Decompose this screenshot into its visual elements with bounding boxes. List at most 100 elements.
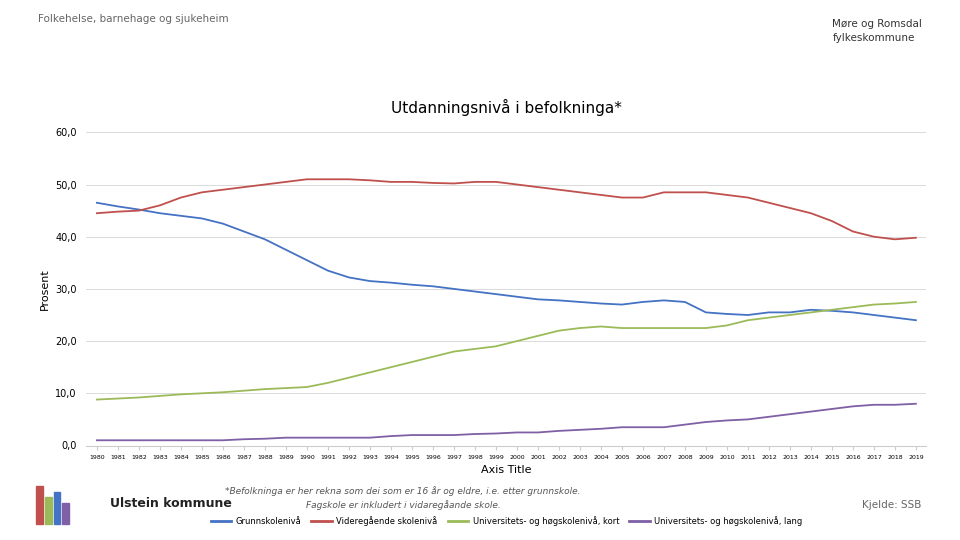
Universitets- og høgskolenivå, lang (574, 427, 586, 433)
Universitets- og høgskolenivå, kort (700, 325, 711, 331)
Videregående skolenivå (155, 202, 166, 208)
Grunnskolenivå (889, 314, 900, 321)
Videregående skolenivå (91, 210, 103, 217)
Videregående skolenivå (385, 179, 396, 185)
Grunnskolenivå (827, 308, 838, 314)
Text: Møre og Romsdal
fylkeskommune: Møre og Romsdal fylkeskommune (832, 19, 923, 43)
Universitets- og høgskolenivå, kort (637, 325, 649, 331)
Universitets- og høgskolenivå, lang (91, 437, 103, 443)
Universitets- og høgskolenivå, kort (427, 354, 439, 360)
Line: Universitets- og høgskolenivå, kort: Universitets- og høgskolenivå, kort (97, 302, 916, 400)
Universitets- og høgskolenivå, kort (659, 325, 670, 331)
Universitets- og høgskolenivå, lang (217, 437, 228, 443)
Grunnskolenivå (595, 300, 607, 307)
Title: Utdanningsnivå i befolkninga*: Utdanningsnivå i befolkninga* (391, 99, 622, 116)
Universitets- og høgskolenivå, kort (763, 314, 775, 321)
Videregående skolenivå (406, 179, 418, 185)
Universitets- og høgskolenivå, kort (574, 325, 586, 331)
Universitets- og høgskolenivå, kort (133, 394, 145, 401)
Universitets- og høgskolenivå, lang (595, 426, 607, 432)
Universitets- og høgskolenivå, lang (196, 437, 207, 443)
Universitets- og høgskolenivå, kort (196, 390, 207, 396)
Text: Ulstein kommune: Ulstein kommune (110, 497, 232, 510)
Universitets- og høgskolenivå, lang (637, 424, 649, 430)
Grunnskolenivå (364, 278, 375, 285)
Universitets- og høgskolenivå, kort (742, 317, 754, 323)
Universitets- og høgskolenivå, kort (112, 395, 124, 402)
Grunnskolenivå (91, 200, 103, 206)
Universitets- og høgskolenivå, kort (616, 325, 628, 331)
Universitets- og høgskolenivå, lang (301, 434, 313, 441)
Universitets- og høgskolenivå, kort (323, 380, 334, 386)
Videregående skolenivå (659, 189, 670, 195)
Grunnskolenivå (217, 220, 228, 227)
Universitets- og høgskolenivå, lang (616, 424, 628, 430)
Universitets- og høgskolenivå, kort (91, 396, 103, 403)
Videregående skolenivå (301, 176, 313, 183)
Universitets- og høgskolenivå, lang (532, 429, 543, 436)
Videregående skolenivå (553, 186, 564, 193)
Grunnskolenivå (805, 307, 817, 313)
Videregående skolenivå (574, 189, 586, 195)
Grunnskolenivå (469, 288, 481, 295)
Universitets- og høgskolenivå, lang (553, 428, 564, 434)
Universitets- og høgskolenivå, lang (679, 421, 690, 428)
Videregående skolenivå (196, 189, 207, 195)
Videregående skolenivå (259, 181, 271, 188)
Universitets- og høgskolenivå, kort (155, 393, 166, 399)
Grunnskolenivå (679, 299, 690, 305)
Universitets- og høgskolenivå, kort (448, 348, 460, 355)
Grunnskolenivå (574, 299, 586, 305)
Universitets- og høgskolenivå, lang (427, 432, 439, 438)
Universitets- og høgskolenivå, kort (553, 327, 564, 334)
Line: Videregående skolenivå: Videregående skolenivå (97, 179, 916, 239)
Universitets- og høgskolenivå, lang (259, 435, 271, 442)
Universitets- og høgskolenivå, lang (659, 424, 670, 430)
Text: Kjelde: SSB: Kjelde: SSB (862, 500, 922, 510)
Grunnskolenivå (532, 296, 543, 302)
Universitets- og høgskolenivå, lang (155, 437, 166, 443)
Universitets- og høgskolenivå, lang (238, 436, 250, 442)
Videregående skolenivå (784, 205, 796, 211)
Videregående skolenivå (889, 236, 900, 242)
Videregående skolenivå (280, 179, 292, 185)
Grunnskolenivå (491, 291, 502, 298)
Universitets- og høgskolenivå, lang (323, 434, 334, 441)
Grunnskolenivå (343, 274, 354, 281)
Grunnskolenivå (784, 309, 796, 315)
Videregående skolenivå (175, 194, 186, 201)
Universitets- og høgskolenivå, lang (721, 417, 732, 424)
Grunnskolenivå (155, 210, 166, 217)
Universitets- og høgskolenivå, lang (763, 414, 775, 420)
Videregående skolenivå (511, 181, 522, 188)
Grunnskolenivå (511, 294, 522, 300)
Universitets- og høgskolenivå, kort (847, 304, 858, 310)
Grunnskolenivå (700, 309, 711, 315)
Grunnskolenivå (868, 312, 879, 318)
Grunnskolenivå (238, 228, 250, 235)
Videregående skolenivå (763, 200, 775, 206)
Universitets- og høgskolenivå, lang (469, 431, 481, 437)
Line: Grunnskolenivå: Grunnskolenivå (97, 203, 916, 320)
Universitets- og høgskolenivå, lang (827, 406, 838, 412)
Grunnskolenivå (448, 286, 460, 292)
Videregående skolenivå (868, 233, 879, 240)
Universitets- og høgskolenivå, lang (175, 437, 186, 443)
Grunnskolenivå (763, 309, 775, 315)
Videregående skolenivå (805, 210, 817, 217)
Universitets- og høgskolenivå, kort (784, 312, 796, 318)
Text: Folkehelse, barnehage og sjukeheim: Folkehelse, barnehage og sjukeheim (38, 14, 229, 24)
Universitets- og høgskolenivå, kort (280, 385, 292, 392)
Grunnskolenivå (847, 309, 858, 315)
Universitets- og høgskolenivå, lang (910, 401, 922, 407)
Universitets- og høgskolenivå, lang (847, 403, 858, 410)
Videregående skolenivå (910, 234, 922, 241)
Grunnskolenivå (280, 247, 292, 253)
Grunnskolenivå (637, 299, 649, 305)
Universitets- og høgskolenivå, kort (511, 338, 522, 345)
Videregående skolenivå (595, 192, 607, 198)
Videregående skolenivå (427, 180, 439, 186)
Legend: Grunnskolenivå, Videregående skolenivå, Universitets- og høgskolenivå, kort, Uni: Grunnskolenivå, Videregående skolenivå, … (207, 512, 805, 529)
Universitets- og høgskolenivå, lang (805, 408, 817, 415)
Universitets- og høgskolenivå, kort (827, 307, 838, 313)
